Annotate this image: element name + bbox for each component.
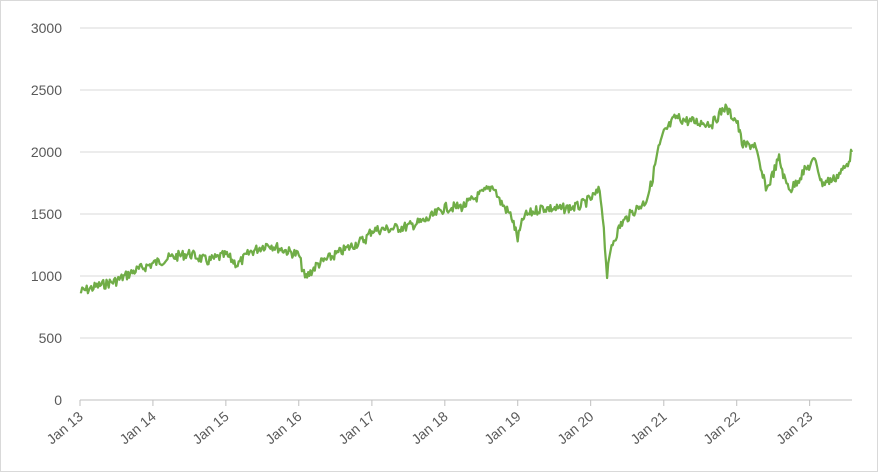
- x-tick-label: Jan 23: [773, 408, 816, 447]
- x-tick-label: Jan 21: [627, 408, 670, 447]
- x-tick-label: Jan 18: [408, 408, 451, 447]
- x-tick-label: Jan 20: [554, 408, 597, 447]
- x-tick-label: Jan 15: [189, 408, 232, 447]
- x-tick-label: Jan 16: [262, 408, 305, 447]
- y-tick-label: 3000: [31, 20, 62, 36]
- y-tick-label: 0: [54, 392, 62, 408]
- series-line: [79, 103, 854, 295]
- x-tick-label: Jan 19: [481, 408, 524, 447]
- y-tick-label: 1000: [31, 268, 62, 284]
- x-tick-label: Jan 14: [116, 408, 159, 447]
- y-tick-label: 2000: [31, 144, 62, 160]
- y-tick-labels: 0 500 1000 1500 2000 2500 3000: [31, 20, 62, 408]
- gridlines: [80, 27, 852, 339]
- series-group: [79, 103, 854, 295]
- x-tick-label: Jan 13: [43, 408, 86, 447]
- x-tick-label: Jan 17: [335, 408, 378, 447]
- y-tick-label: 2500: [31, 82, 62, 98]
- y-tick-label: 500: [39, 330, 63, 346]
- x-tick-labels: Jan 13 Jan 14 Jan 15 Jan 16 Jan 17 Jan 18 Jan …: [43, 408, 815, 447]
- y-tick-label: 1500: [31, 206, 62, 222]
- x-axis: [79, 399, 852, 406]
- x-tick-label: Jan 22: [700, 408, 743, 447]
